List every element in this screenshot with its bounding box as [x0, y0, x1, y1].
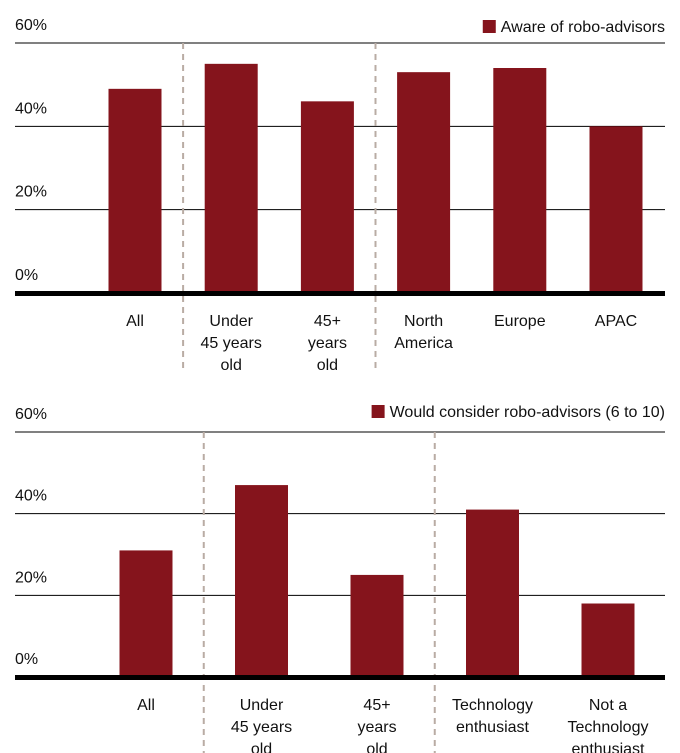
category-label: 45 years	[201, 335, 262, 352]
category-label: All	[126, 313, 144, 330]
category-label: 45 years	[231, 719, 292, 736]
bar	[235, 485, 288, 677]
legend-swatch	[371, 405, 385, 418]
y-tick-label: 60%	[15, 406, 47, 423]
category-label: North	[404, 313, 443, 330]
category-label: Europe	[494, 313, 546, 330]
category-label: Technology	[568, 719, 649, 736]
category-label: Under	[209, 313, 253, 330]
category-label: enthusiast	[456, 719, 529, 736]
y-tick-label: 20%	[15, 184, 47, 201]
x-axis-baseline	[15, 675, 665, 680]
y-tick-label: 40%	[15, 488, 47, 505]
y-tick-label: 40%	[15, 100, 47, 117]
category-label: Technology	[452, 697, 533, 714]
bar	[119, 550, 173, 677]
category-label: old	[251, 741, 272, 753]
bar	[108, 88, 162, 293]
category-label: Under	[240, 697, 284, 714]
category-label: Not a	[589, 697, 627, 714]
bar	[589, 126, 643, 293]
bar	[581, 603, 635, 677]
category-label: America	[394, 335, 453, 352]
category-label: old	[317, 357, 338, 374]
legend-label: Would consider robo-advisors (6 to 10)	[390, 404, 665, 421]
category-label: years	[357, 719, 396, 736]
bar	[300, 101, 354, 293]
bar	[493, 68, 547, 293]
bar	[350, 574, 404, 677]
category-label: old	[221, 357, 242, 374]
category-label: 45+	[314, 313, 341, 330]
y-tick-label: 0%	[15, 267, 38, 284]
x-axis-baseline	[15, 291, 665, 296]
bar	[204, 63, 258, 294]
category-label: APAC	[595, 313, 637, 330]
category-label: enthusiast	[572, 741, 645, 753]
y-tick-label: 0%	[15, 651, 38, 668]
legend-label: Aware of robo-advisors	[501, 19, 665, 36]
category-label: old	[366, 741, 387, 753]
y-tick-label: 20%	[15, 569, 47, 586]
bar	[466, 509, 519, 677]
y-tick-label: 60%	[15, 17, 47, 34]
category-label: years	[308, 335, 347, 352]
legend-swatch	[482, 20, 496, 33]
category-label: 45+	[363, 697, 390, 714]
category-label: All	[137, 697, 155, 714]
bar	[397, 72, 451, 294]
